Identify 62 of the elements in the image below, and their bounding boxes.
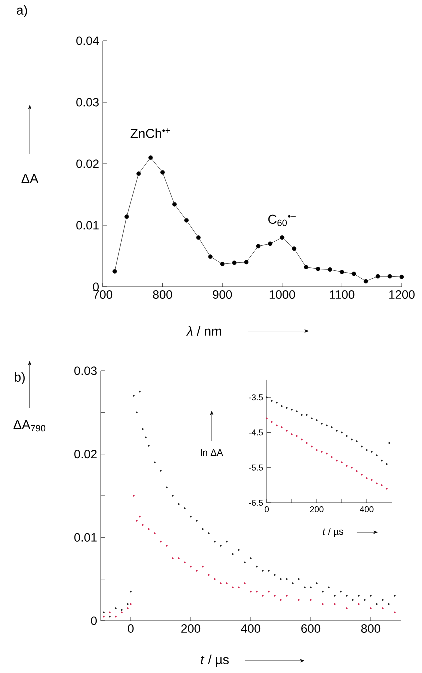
annotation: ZnCh$^{•+}$ bbox=[130, 128, 170, 138]
point bbox=[400, 274, 404, 280]
x-axis-title: t / µs bbox=[201, 654, 229, 668]
point bbox=[208, 254, 213, 260]
x-tick-label: 1000 bbox=[270, 290, 296, 300]
point bbox=[244, 260, 249, 265]
y-axis-title: ln ΔA bbox=[201, 449, 224, 456]
x-tick-label: 200 bbox=[310, 506, 324, 513]
x-tick-label: 1100 bbox=[330, 290, 355, 300]
chart-title: b) bbox=[15, 372, 25, 385]
annotation: C$_{60}$•− bbox=[268, 214, 296, 226]
point bbox=[340, 270, 344, 274]
y-tick-label: 0.02 bbox=[76, 160, 99, 168]
point bbox=[136, 172, 142, 176]
point bbox=[232, 260, 237, 266]
y-tick-label: -4.5 bbox=[249, 430, 264, 436]
x-tick-label: 200 bbox=[182, 624, 201, 634]
point bbox=[316, 266, 320, 272]
point bbox=[280, 236, 285, 240]
point bbox=[148, 156, 154, 160]
y-tick-label: -3.5 bbox=[249, 394, 264, 401]
point bbox=[292, 246, 297, 252]
point bbox=[160, 170, 165, 175]
point bbox=[376, 274, 380, 279]
y-axis-title: ΔA$_{790}$ bbox=[14, 420, 46, 432]
x-axis-title: λ / nm bbox=[186, 326, 222, 336]
x-tick-label: 1200 bbox=[390, 290, 415, 300]
x-tick-label: 400 bbox=[241, 624, 261, 634]
y-tick-label: 0.02 bbox=[74, 450, 97, 459]
x-tick-label: 800 bbox=[362, 624, 381, 634]
x-tick-label: 0 bbox=[264, 506, 270, 513]
y-tick-label: -5.5 bbox=[249, 464, 264, 471]
x-tick-label: 800 bbox=[153, 290, 172, 300]
x-tick-label: 0 bbox=[128, 624, 134, 634]
point bbox=[304, 265, 309, 270]
x-tick-label: 900 bbox=[213, 290, 232, 300]
y-tick-label: 0.03 bbox=[74, 366, 97, 376]
point bbox=[196, 236, 201, 240]
point bbox=[172, 202, 177, 207]
point bbox=[268, 242, 273, 246]
point bbox=[256, 244, 261, 249]
point bbox=[352, 272, 356, 276]
point bbox=[220, 262, 225, 266]
y-tick-label: 0 bbox=[91, 616, 97, 626]
chart-title: a) bbox=[17, 5, 28, 18]
point bbox=[388, 274, 392, 279]
x-axis-title: t / µs bbox=[323, 528, 344, 537]
point bbox=[184, 218, 189, 223]
y-tick-label: 0.03 bbox=[76, 98, 99, 107]
y-tick-label: 0.01 bbox=[76, 221, 99, 230]
y-tick-label: 0 bbox=[93, 282, 99, 292]
x-tick-label: 700 bbox=[94, 290, 113, 300]
y-axis-title: ΔA bbox=[22, 174, 39, 184]
point bbox=[364, 279, 368, 284]
y-tick-label: -6.5 bbox=[249, 500, 264, 506]
y-tick-label: 0.01 bbox=[74, 533, 97, 542]
y-tick-label: 0.04 bbox=[76, 36, 100, 46]
point bbox=[328, 268, 332, 272]
point bbox=[124, 214, 130, 220]
x-tick-label: 400 bbox=[360, 506, 374, 513]
point bbox=[112, 269, 118, 274]
x-tick-label: 600 bbox=[302, 624, 321, 634]
